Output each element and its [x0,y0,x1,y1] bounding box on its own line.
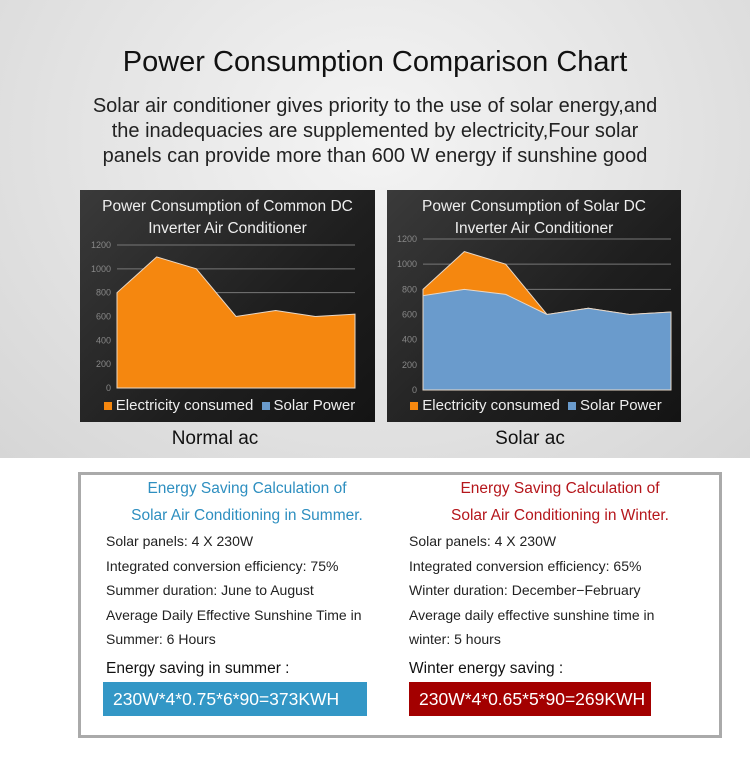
caption-solar-ac: Solar ac [495,428,565,449]
energy-saving-box: Energy Saving Calculation of Solar Air Co… [78,472,722,738]
winter-line: Average daily effective sunshine time in [409,606,655,623]
page-title: Power Consumption Comparison Chart [122,46,628,78]
y-tick-label: 1200 [91,240,111,250]
heading-line: Energy Saving Calculation of [147,480,347,497]
chart-normal-ac: 0 200 400 600 800 1000 1200 Power Consumption … [80,190,375,422]
legend-swatch-electricity [103,402,112,411]
summer-column: Energy Saving Calculation of Solar Air Co… [103,475,376,716]
legend-label: Solar Power [580,397,662,414]
y-tick-label: 0 [412,385,417,395]
heading-line: Solar Air Conditioning in Winter. [451,507,669,524]
chart-title-line: Inverter Air Conditioner [148,220,307,237]
legend-swatch-electricity [410,402,419,411]
heading-line: Energy Saving Calculation of [460,480,660,497]
y-tick-label: 200 [96,359,111,369]
y-tick-label: 200 [402,360,417,370]
area-electricity-consumed [116,256,356,389]
chart-legend: Electricity consumed Solar Power [80,397,375,414]
subtitle-line: panels can provide more than 600 W energ… [102,145,648,167]
summer-line: Average Daily Effective Sunshine Time in [106,606,362,623]
chart-svg: 0 200 400 600 800 1000 1200 [397,234,672,395]
summer-line: Summer duration: June to August [106,582,314,598]
y-tick-label: 800 [402,284,417,294]
winter-line: Integrated conversion efficiency: 65% [409,557,642,574]
y-tick-label: 600 [402,310,417,320]
summer-line: Summer: 6 Hours [106,631,216,647]
legend-swatch-solar [261,402,270,411]
chart-title-line: Inverter Air Conditioner [454,220,614,237]
area-solar-power [422,288,672,391]
chart-title-line: Power Consumption of Solar DC [422,198,646,215]
summer-formula: 230W*4*0.75*6*90=373KWH [103,681,367,716]
y-tick-label: 800 [96,288,111,298]
heading-line: Solar Air Conditioning in Summer. [131,507,363,524]
y-tick-label: 1000 [397,259,417,269]
y-tick-label: 400 [402,335,417,345]
chart-svg: 0 200 400 600 800 1000 1200 [91,240,356,393]
y-tick-label: 600 [96,312,111,322]
winter-line: winter: 5 hours [409,631,501,647]
y-tick-label: 400 [96,335,111,345]
summer-saving-label: Energy saving in summer : [106,659,290,677]
chart-solar-ac: 0 200 400 600 800 1000 1200 Power Consumption … [387,190,681,422]
summer-line: Solar panels: 4 X 230W [106,533,254,549]
legend-label: Electricity consumed [422,397,560,414]
winter-column: Energy Saving Calculation of Solar Air Co… [409,475,699,716]
legend-swatch-solar [568,402,577,411]
winter-heading: Energy Saving Calculation of Solar Air Co… [421,475,699,529]
winter-line: Winter duration: December−February [409,582,641,598]
summer-heading: Energy Saving Calculation of Solar Air Co… [118,475,376,529]
caption-normal-ac: Normal ac [171,428,259,449]
chart-title-line: Power Consumption of Common DC [102,198,353,215]
y-tick-label: 1000 [91,264,111,274]
winter-line: Solar panels: 4 X 230W [409,533,557,549]
y-tick-label: 0 [106,383,111,393]
chart-title: Power Consumption of Common DC Inverter A… [80,196,375,240]
summer-line: Integrated conversion efficiency: 75% [106,557,339,574]
chart-title: Power Consumption of Solar DC Inverter Ai… [387,196,681,240]
legend-label: Solar Power [273,397,356,414]
subtitle: Solar air conditioner gives priority to … [60,94,690,169]
subtitle-line: the inadequacies are supplemented by ele… [111,120,639,142]
y-tick-label: 1200 [397,234,417,244]
legend-label: Electricity consumed [115,397,254,414]
winter-saving-label: Winter energy saving : [409,659,564,677]
chart-legend: Electricity consumed Solar Power [387,397,681,414]
subtitle-line: Solar air conditioner gives priority to … [92,95,658,117]
winter-formula: 230W*4*0.65*5*90=269KWH [409,681,651,716]
